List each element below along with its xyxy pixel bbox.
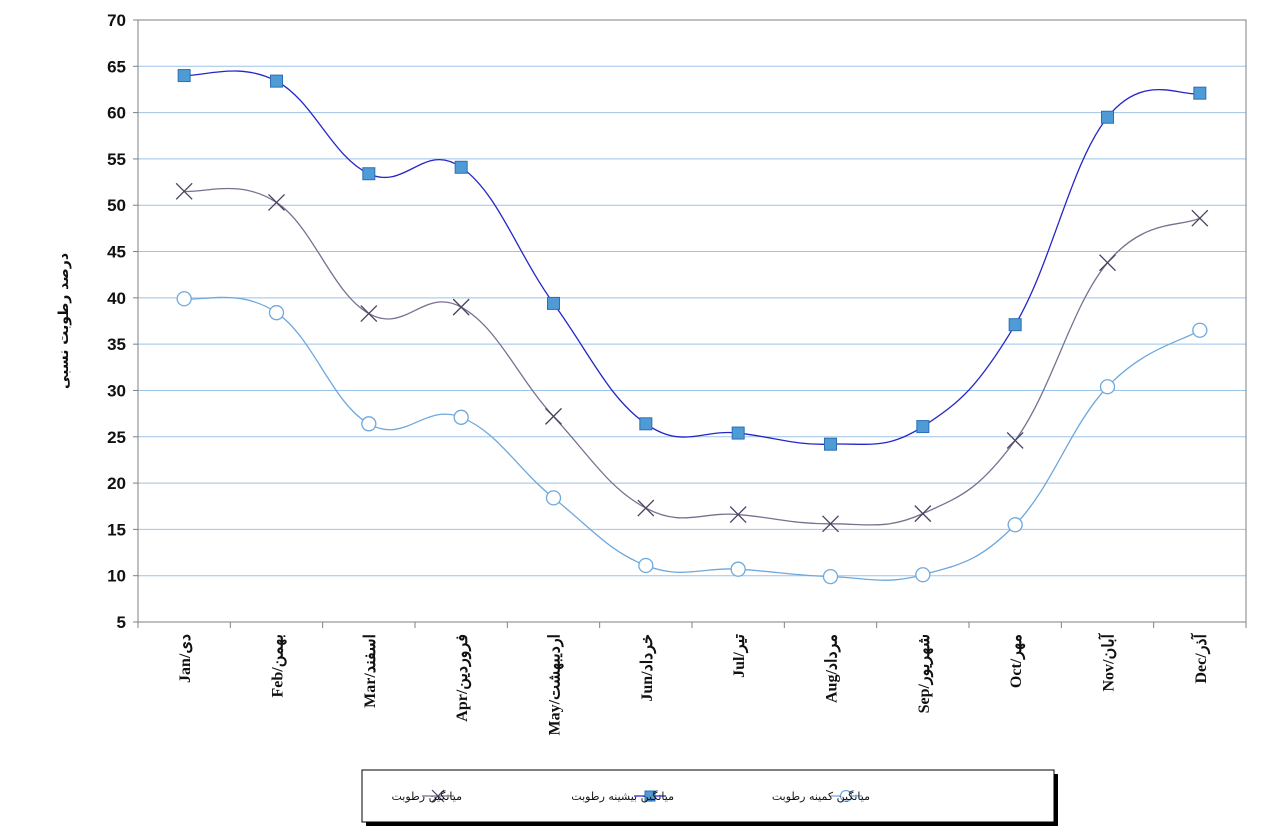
data-point-square-marker — [547, 296, 560, 310]
data-point-square-marker — [824, 437, 837, 451]
y-tick-label: 45 — [107, 243, 126, 262]
y-tick-label: 15 — [107, 520, 126, 539]
data-point-square-marker — [270, 74, 283, 88]
series-line — [184, 187, 1201, 526]
y-tick-label: 60 — [107, 104, 126, 123]
series-2 — [177, 69, 1207, 451]
data-point-x-marker — [175, 182, 193, 200]
data-point-x-marker — [729, 506, 747, 524]
data-point-circle-marker — [361, 416, 377, 432]
legend-label: میانگین بیشینه رطوبت — [571, 790, 674, 803]
y-tick-label: 10 — [107, 567, 126, 586]
data-point-circle-marker — [1099, 379, 1116, 395]
data-point-circle-marker — [822, 568, 839, 585]
data-point-square-marker — [1101, 110, 1114, 124]
legend-item: میانگین بیشینه رطوبت — [571, 790, 674, 803]
x-tick-label: Aug/مرداد — [824, 634, 842, 703]
x-tick-label: Nov/آبان — [1097, 632, 1118, 691]
legend: میانگین رطوبت میانگین بیشینه رطوبت میانگین… — [361, 769, 1058, 826]
data-point-circle-marker — [545, 490, 562, 506]
y-tick-label: 65 — [107, 57, 126, 76]
x-tick-label: Jun/خرداد — [639, 634, 657, 702]
data-point-square-marker — [916, 420, 930, 434]
data-point-circle-marker — [730, 561, 746, 577]
x-tick-label: Feb/بهمن — [270, 634, 288, 697]
legend-box — [361, 769, 1055, 823]
plot-area-border — [137, 19, 1247, 623]
legend-x-marker — [431, 789, 445, 803]
data-point-circle-marker — [1192, 322, 1208, 338]
x-tick-label: Apr/فروردین — [454, 634, 472, 722]
legend-label: میانگین رطوبت — [391, 790, 462, 803]
y-tick-label: 25 — [107, 428, 126, 447]
data-point-square-marker — [1008, 318, 1022, 332]
legend-item: میانگین رطوبت — [391, 789, 462, 803]
legend-item: میانگین کمینه رطوبت — [772, 789, 870, 803]
data-point-x-marker — [637, 499, 655, 517]
series-3 — [176, 291, 1208, 585]
x-tick-label: May/اردیبهشت — [547, 634, 565, 735]
data-point-square-marker — [639, 417, 653, 431]
y-axis-ticks: 5 10 15 20 25 30 35 40 45 50 55 60 65 70 — [107, 11, 138, 632]
data-point-x-marker — [1099, 254, 1116, 272]
gridlines — [138, 65, 1246, 577]
y-tick-label: 20 — [107, 474, 126, 493]
data-point-x-marker — [1006, 432, 1024, 449]
data-point-circle-marker — [638, 557, 654, 574]
data-point-circle-marker — [915, 567, 931, 583]
y-tick-label: 40 — [107, 289, 126, 308]
data-point-x-marker — [360, 305, 378, 323]
series-lines — [175, 69, 1209, 585]
data-point-x-marker — [822, 515, 839, 533]
data-point-circle-marker — [176, 291, 192, 307]
data-point-circle-marker — [453, 409, 469, 425]
data-point-square-marker — [731, 426, 745, 440]
series-1 — [175, 182, 1209, 533]
data-point-square-marker — [362, 167, 376, 181]
y-tick-label: 30 — [107, 381, 126, 400]
data-point-circle-marker — [268, 305, 285, 321]
data-point-square-marker — [454, 160, 468, 174]
y-tick-label: 35 — [107, 335, 126, 354]
data-point-circle-marker — [1007, 517, 1023, 533]
legend-square-marker — [644, 790, 656, 802]
x-tick-label: Oct/مهر — [1008, 634, 1026, 688]
x-tick-label: Jul/تیر — [731, 633, 749, 677]
y-tick-label: 50 — [107, 196, 126, 215]
y-tick-label: 5 — [117, 613, 126, 632]
x-tick-label: Jan/دی — [177, 634, 194, 683]
data-point-x-marker — [1191, 209, 1209, 227]
y-tick-label: 70 — [107, 11, 126, 30]
data-point-x-marker — [545, 407, 562, 425]
y-tick-label: 55 — [107, 150, 126, 169]
data-point-square-marker — [177, 69, 191, 83]
y-axis-label: درصد رطوبت نسبی — [56, 253, 72, 389]
data-point-x-marker — [452, 298, 470, 316]
legend-label: میانگین کمینه رطوبت — [772, 790, 870, 803]
x-tick-label: Sep/شهریور — [916, 634, 934, 713]
series-line — [184, 296, 1201, 581]
series-line — [184, 70, 1200, 445]
x-tick-label: Mar/اسفند — [362, 634, 379, 708]
x-tick-label: Dec/آذر — [1189, 632, 1211, 683]
x-axis-ticks: Jan/دی Feb/بهمن Mar/اسفند Apr/فروردین May/ار… — [137, 622, 1247, 735]
legend-circle-marker — [839, 789, 853, 803]
data-point-x-marker — [914, 505, 932, 523]
data-point-x-marker — [268, 193, 285, 211]
data-point-square-marker — [1193, 86, 1207, 100]
